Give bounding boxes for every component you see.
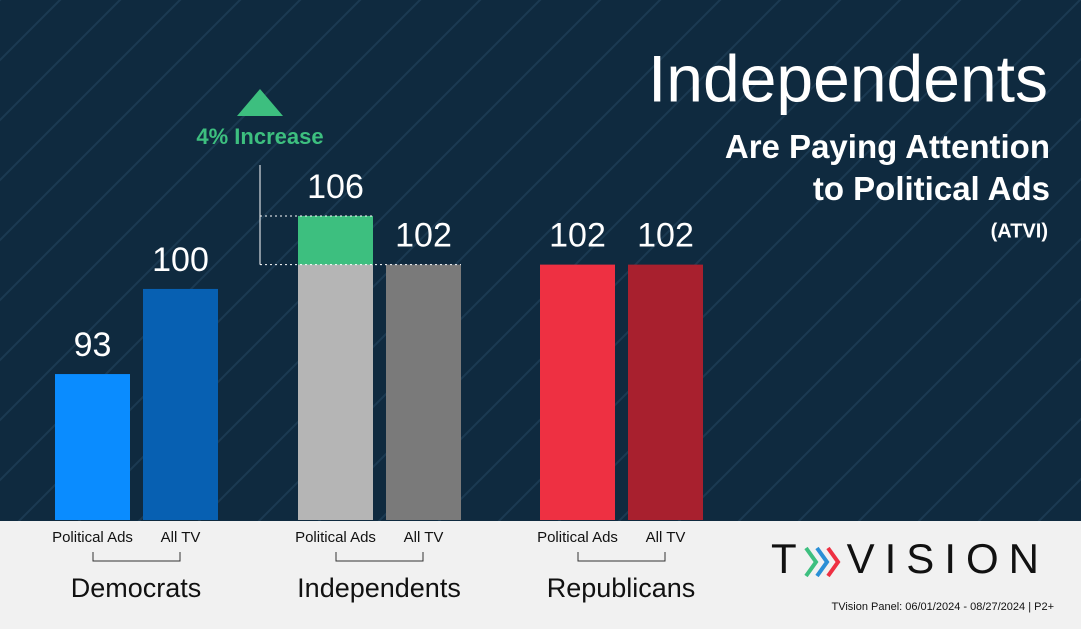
value-label: 106 [307, 168, 364, 206]
logo-right: VISION [847, 535, 1049, 582]
bar [143, 288, 218, 520]
group-bracket [577, 552, 666, 562]
series-label: All TV [161, 529, 201, 546]
value-label: 100 [152, 241, 209, 279]
subtitle-box: Are Paying Attention to Political Ads [724, 128, 1050, 207]
series-label: Political Ads [537, 529, 618, 546]
chart-title: Independents [648, 41, 1048, 115]
increase-segment [298, 215, 373, 265]
series-label: All TV [646, 529, 686, 546]
series-label: Political Ads [295, 529, 376, 546]
group-bracket [335, 552, 424, 562]
category-label: Republicans [547, 573, 696, 603]
series-label: Political Ads [52, 529, 133, 546]
category-label: Democrats [71, 573, 202, 603]
bar [298, 215, 373, 520]
footer-panel [0, 521, 1081, 629]
increase-arrow [237, 89, 283, 116]
annotation: 4% Increase [196, 124, 323, 149]
value-label: 102 [637, 217, 694, 255]
group-bracket [92, 552, 181, 562]
value-label: 102 [549, 217, 606, 255]
logo-chevrons [804, 546, 841, 578]
footnote: TVision Panel: 06/01/2024 - 08/27/2024 |… [831, 601, 1054, 613]
series-label: All TV [404, 529, 444, 546]
value-label: 93 [74, 326, 112, 364]
bar [628, 264, 703, 520]
chart-note: (ATVI) [991, 220, 1048, 242]
bar [386, 264, 461, 520]
chart-subtitle: Are Paying Attention to Political Ads [724, 128, 1050, 207]
logo-left: T [771, 535, 797, 582]
category-label: Independents [297, 573, 461, 603]
bar [540, 264, 615, 520]
bar [55, 374, 130, 520]
value-label: 102 [395, 217, 452, 255]
